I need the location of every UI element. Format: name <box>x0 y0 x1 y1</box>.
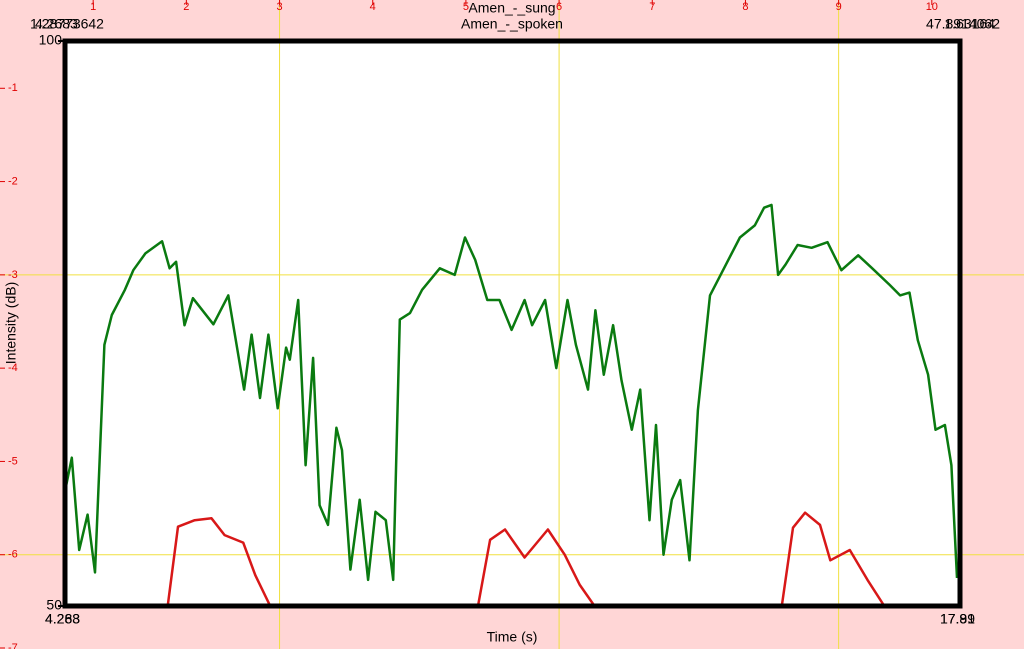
y-tick-label: 100 <box>39 32 63 48</box>
series-line <box>166 511 886 606</box>
corner-label: 1.63164 <box>944 16 995 32</box>
corner-label: 17.89 <box>940 611 975 627</box>
x-tick-label: 10 <box>926 1 938 13</box>
corner-label: 17.91 <box>940 611 975 627</box>
y-axis-label: Intensity (dB) <box>3 282 19 364</box>
title: Amen_-_spoken <box>461 16 563 32</box>
corner-label: 1.28773642 <box>30 16 104 32</box>
corner-label: 4.2683 <box>35 16 78 32</box>
x-tick-label: 3 <box>276 1 282 13</box>
x-tick-label: 2 <box>183 1 189 13</box>
y-tick-label: -7 <box>8 642 18 649</box>
y-tick-label: 50 <box>46 597 62 613</box>
x-tick-label: 6 <box>556 1 562 13</box>
title: Amen_-_sung <box>468 0 555 16</box>
x-tick-label: 8 <box>742 1 748 13</box>
corner-label: 4.283 <box>45 611 80 627</box>
y-tick-label: -1 <box>8 82 18 94</box>
corner-label: 47.8914062 <box>926 16 1000 32</box>
plot-area <box>65 41 960 606</box>
series-line <box>65 203 959 582</box>
y-tick-label: -3 <box>8 269 18 281</box>
x-axis-label: Time (s) <box>487 629 538 645</box>
corner-label: 4.268 <box>45 611 80 627</box>
y-tick-label: -4 <box>8 362 18 374</box>
x-tick-label: 1 <box>90 1 96 13</box>
x-tick-label: 9 <box>836 1 842 13</box>
y-tick-label: -2 <box>8 175 18 187</box>
x-tick-label: 4 <box>370 1 376 13</box>
frame <box>62 38 963 609</box>
y-tick-label: -6 <box>8 549 18 561</box>
x-tick-label: 5 <box>463 1 469 13</box>
x-tick-label: 7 <box>649 1 655 13</box>
y-tick-label: -5 <box>8 455 18 467</box>
